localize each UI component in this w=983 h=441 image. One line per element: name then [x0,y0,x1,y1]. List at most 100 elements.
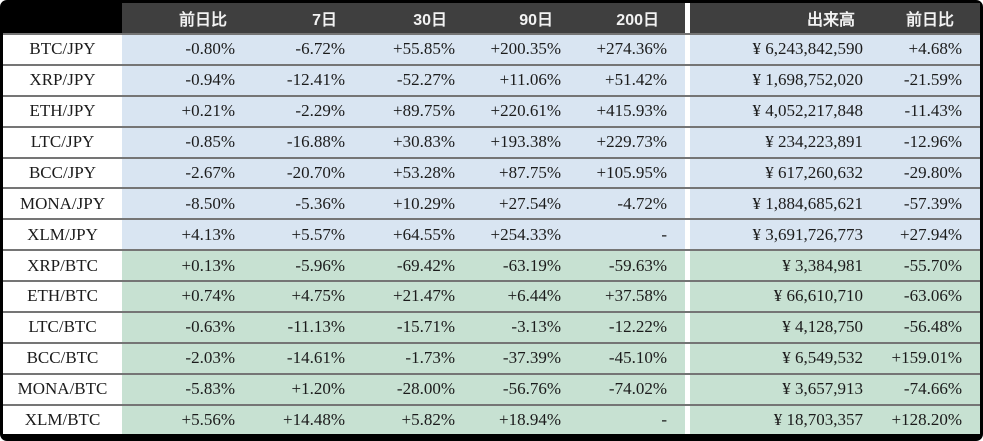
cell-volume: ¥ 6,549,532 [690,341,881,374]
cell-90d: -3.13% [473,310,579,343]
pair-label: ETH/JPY [3,94,122,127]
cell-volume: ¥ 3,691,726,773 [690,218,881,251]
cell-200d: +37.58% [579,280,685,312]
table-row: ETH/BTC +0.74% +4.75% +21.47% +6.44% +37.58% ¥… [3,280,980,312]
column-divider [685,156,690,189]
column-divider [685,372,690,405]
pair-label: BCC/BTC [3,341,122,374]
cell-200d: -45.10% [579,341,685,374]
cell-90d: -63.19% [473,249,579,281]
cell-7d: -5.36% [253,187,363,220]
pair-label: XLM/JPY [3,218,122,251]
cell-volume: ¥ 18,703,357 [690,403,881,434]
cell-7d: -12.41% [253,63,363,96]
cell-90d: -37.39% [473,341,579,374]
cell-change-1d: -2.67% [122,156,253,189]
cell-volume: ¥ 66,610,710 [690,280,881,312]
cell-30d: +30.83% [363,125,473,158]
crypto-market-table: 前日比 7日 30日 90日 200日 出来高 前日比 BTC/JPY -0.80… [3,3,980,434]
cell-90d: +6.44% [473,280,579,312]
cell-volume-change-1d: +27.94% [881,218,980,251]
cell-change-1d: +5.56% [122,403,253,434]
cell-200d: +229.73% [579,125,685,158]
cell-200d: - [579,218,685,251]
cell-change-1d: +0.13% [122,249,253,281]
cell-7d: +4.75% [253,280,363,312]
cell-volume: ¥ 617,260,632 [690,156,881,189]
cell-90d: +254.33% [473,218,579,251]
cell-volume-change-1d: -56.48% [881,310,980,343]
column-divider [685,94,690,127]
cell-90d: +193.38% [473,125,579,158]
cell-30d: -15.71% [363,310,473,343]
pair-label: BCC/JPY [3,156,122,189]
cell-change-1d: -0.85% [122,125,253,158]
cell-volume-change-1d: -57.39% [881,187,980,220]
column-divider [685,125,690,158]
cell-volume: ¥ 1,698,752,020 [690,63,881,96]
cell-change-1d: -5.83% [122,372,253,405]
cell-200d: +105.95% [579,156,685,189]
cell-30d: -28.00% [363,372,473,405]
cell-200d: -4.72% [579,187,685,220]
cell-volume-change-1d: -11.43% [881,94,980,127]
cell-30d: +10.29% [363,187,473,220]
table-row: BCC/BTC -2.03% -14.61% -1.73% -37.39% -45.10%… [3,341,980,374]
pair-label: ETH/BTC [3,280,122,312]
cell-change-1d: +4.13% [122,218,253,251]
cell-7d: -5.96% [253,249,363,281]
cell-volume-change-1d: +4.68% [881,33,980,65]
cell-90d: -56.76% [473,372,579,405]
pair-label: XRP/BTC [3,249,122,281]
cell-volume-change-1d: -74.66% [881,372,980,405]
cell-200d: +51.42% [579,63,685,96]
cell-30d: +64.55% [363,218,473,251]
cell-volume-change-1d: +128.20% [881,403,980,434]
column-divider [685,33,690,65]
cell-200d: +274.36% [579,33,685,65]
header-pair [3,3,122,34]
cell-change-1d: +0.74% [122,280,253,312]
pair-label: MONA/JPY [3,187,122,220]
cell-volume: ¥ 234,223,891 [690,125,881,158]
cell-90d: +11.06% [473,63,579,96]
cell-200d: -59.63% [579,249,685,281]
cell-7d: -20.70% [253,156,363,189]
cell-90d: +18.94% [473,403,579,434]
table-row: LTC/BTC -0.63% -11.13% -15.71% -3.13% -12.22%… [3,310,980,343]
pair-label: BTC/JPY [3,33,122,65]
cell-volume-change-1d: -21.59% [881,63,980,96]
cell-200d: +415.93% [579,94,685,127]
cell-volume-change-1d: -29.80% [881,156,980,189]
column-divider [685,3,690,34]
column-divider [685,341,690,374]
column-divider [685,403,690,434]
cell-7d: -6.72% [253,33,363,65]
cell-volume-change-1d: +159.01% [881,341,980,374]
table-row: XRP/BTC +0.13% -5.96% -69.42% -63.19% -59.63%… [3,249,980,281]
table-row: MONA/JPY -8.50% -5.36% +10.29% +27.54% -4.72%… [3,187,980,220]
table-row: ETH/JPY +0.21% -2.29% +89.75% +220.61% +415.9… [3,94,980,127]
cell-30d: +53.28% [363,156,473,189]
cell-volume: ¥ 4,052,217,848 [690,94,881,127]
table-body: BTC/JPY -0.80% -6.72% +55.85% +200.35% +274.3… [3,33,980,434]
cell-30d: -52.27% [363,63,473,96]
cell-90d: +220.61% [473,94,579,127]
cell-volume: ¥ 4,128,750 [690,310,881,343]
cell-7d: +1.20% [253,372,363,405]
table-row: BTC/JPY -0.80% -6.72% +55.85% +200.35% +274.3… [3,33,980,65]
pair-label: XLM/BTC [3,403,122,434]
cell-change-1d: -2.03% [122,341,253,374]
cell-change-1d: -0.63% [122,310,253,343]
header-7d: 7日 [253,3,363,34]
cell-90d: +87.75% [473,156,579,189]
cell-30d: +89.75% [363,94,473,127]
table-row: LTC/JPY -0.85% -16.88% +30.83% +193.38% +229.… [3,125,980,158]
cell-volume: ¥ 3,384,981 [690,249,881,281]
cell-90d: +200.35% [473,33,579,65]
table-row: BCC/JPY -2.67% -20.70% +53.28% +87.75% +105.9… [3,156,980,189]
cell-7d: -14.61% [253,341,363,374]
cell-200d: -12.22% [579,310,685,343]
cell-7d: -16.88% [253,125,363,158]
cell-90d: +27.54% [473,187,579,220]
